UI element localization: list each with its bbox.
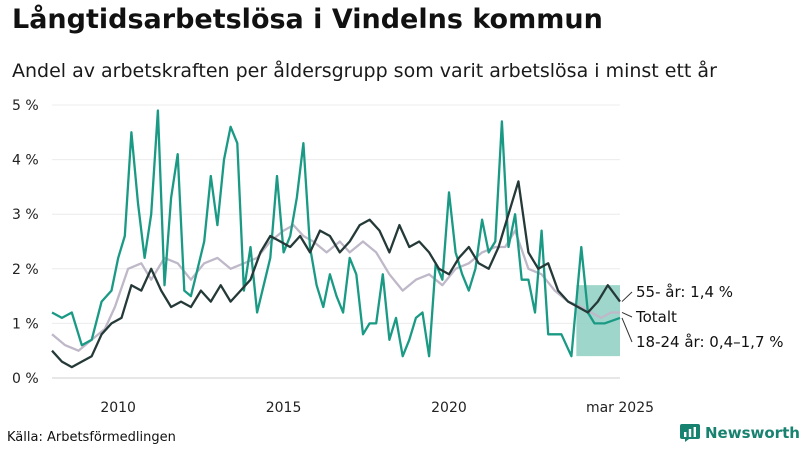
y-tick-label: 5 % xyxy=(12,98,39,114)
series-line-18-24 xyxy=(51,109,621,358)
leader-line xyxy=(621,291,633,302)
y-tick-label: 3 % xyxy=(12,207,39,223)
y-tick-label: 2 % xyxy=(12,262,39,278)
leader-line xyxy=(621,312,633,318)
chart-icon xyxy=(680,424,700,442)
leader-line xyxy=(621,317,633,343)
x-tick-label: mar 2025 xyxy=(586,400,654,416)
source-note: Källa: Arbetsförmedlingen xyxy=(7,430,176,445)
y-tick-label: 0 % xyxy=(12,371,39,387)
x-tick-label: 2010 xyxy=(100,400,136,416)
y-tick-label: 4 % xyxy=(12,153,39,169)
x-tick-label: 2015 xyxy=(266,400,302,416)
chart-subtitle: Andel av arbetskraften per åldersgrupp s… xyxy=(12,60,717,82)
label-55: 55- år: 1,4 % xyxy=(636,283,733,301)
chart-title: Långtidsarbetslösa i Vindelns kommun xyxy=(12,4,603,35)
brand-logo: Newsworthy xyxy=(680,424,800,442)
x-tick-label: 2020 xyxy=(431,400,467,416)
y-tick-label: 1 % xyxy=(12,316,39,332)
brand-name: Newsworthy xyxy=(705,424,800,442)
label-totalt: Totalt xyxy=(635,308,677,326)
label-18-24: 18-24 år: 0,4–1,7 % xyxy=(636,333,784,351)
series-line-55 xyxy=(51,180,621,369)
